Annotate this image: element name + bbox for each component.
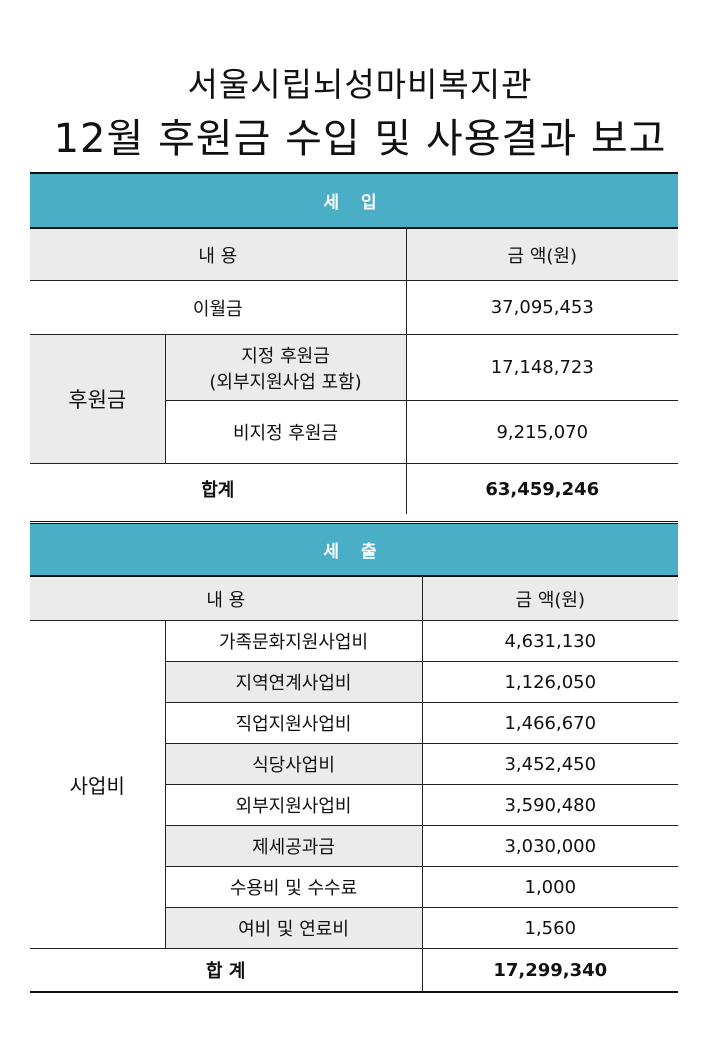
designated-donation-label: 지정 후원금 (외부지원사업 포함) [165, 334, 407, 401]
expense-item-amount: 3,590,480 [422, 784, 679, 826]
income-total-amount: 63,459,246 [406, 463, 679, 514]
expense-header-content: 내 용 [30, 576, 423, 621]
expense-item-label: 직업지원사업비 [165, 702, 423, 744]
expense-item-amount: 1,126,050 [422, 661, 679, 703]
expense-total-label: 합 계 [30, 948, 423, 992]
income-header-content: 내 용 [30, 228, 407, 281]
carryover-label: 이월금 [30, 280, 407, 335]
organization-title: 서울시립뇌성마비복지관 [187, 65, 533, 104]
expense-total-amount: 17,299,340 [422, 948, 679, 992]
income-header-amount: 금 액(원) [406, 228, 679, 281]
report-title: 12월 후원금 수입 및 사용결과 보고 [53, 116, 667, 162]
expense-banner: 세 출 [30, 521, 679, 577]
designated-donation-amount: 17,148,723 [406, 334, 679, 401]
income-table: 세 입 내 용 금 액(원) 이월금 37,095,453 후원금 지정 후원금… [30, 172, 679, 514]
expense-item-label: 가족문화지원사업비 [165, 620, 423, 662]
carryover-amount: 37,095,453 [406, 280, 679, 335]
income-banner: 세 입 [30, 173, 679, 229]
expense-item-amount: 3,030,000 [422, 825, 679, 867]
expense-item-label: 식당사업비 [165, 743, 423, 785]
expense-item-amount: 1,000 [422, 866, 679, 908]
income-total-label: 합계 [30, 463, 407, 514]
undesignated-donation-amount: 9,215,070 [496, 421, 589, 443]
expense-header-amount: 금 액(원) [422, 576, 679, 621]
expense-table: 세 출 내 용 금 액(원) 사업비 가족문화지원사업비 4,631,130 지… [30, 521, 679, 993]
business-expense-group-label: 사업비 [30, 620, 166, 949]
expense-item-label: 지역연계사업비 [165, 661, 423, 703]
expense-item-amount: 4,631,130 [422, 620, 679, 662]
designated-label-line1: 지정 후원금 [241, 345, 330, 367]
expense-item-label: 여비 및 연료비 [165, 907, 423, 949]
expense-item-label: 수용비 및 수수료 [165, 866, 423, 908]
expense-item-amount: 1,560 [524, 917, 577, 939]
donation-group-label: 후원금 [30, 334, 166, 464]
expense-item-amount: 3,452,450 [422, 743, 679, 785]
expense-item-label: 외부지원사업비 [165, 784, 423, 826]
undesignated-donation-label: 비지정 후원금 [165, 400, 407, 464]
expense-item-amount: 1,466,670 [422, 702, 679, 744]
designated-label-line2: (외부지원사업 포함) [209, 371, 362, 393]
expense-item-label: 제세공과금 [165, 825, 423, 867]
